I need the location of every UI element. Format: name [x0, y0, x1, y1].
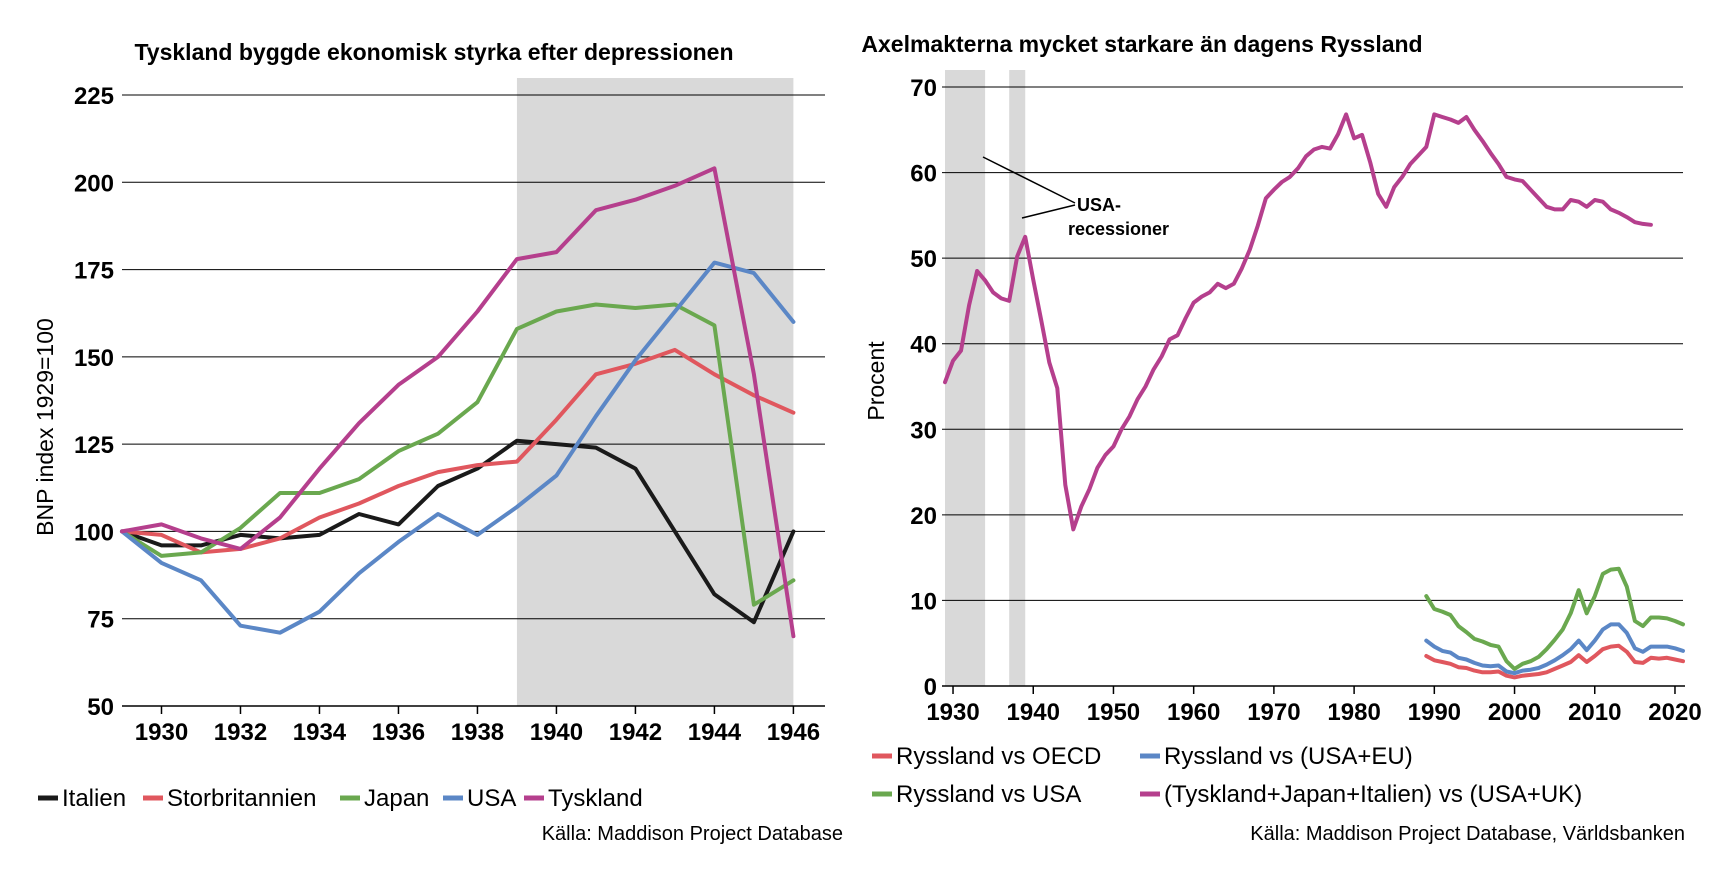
series-line-tyskland-japan-italien-vs-usa-uk: [943, 112, 1653, 532]
right-recession-shading: [945, 70, 1026, 686]
left-chart-title: Tyskland byggde ekonomisk styrka efter d…: [134, 39, 733, 65]
y-tick-label: 10: [910, 588, 937, 615]
y-tick-label: 50: [87, 694, 114, 721]
right-y-tick-labels: 0 10 20 30 40 50 60 70: [910, 75, 937, 701]
legend-label: Italien: [62, 785, 126, 812]
y-tick-label: 50: [910, 246, 937, 273]
x-tick-label: 1938: [451, 719, 504, 746]
y-tick-label: 225: [74, 83, 114, 110]
x-tick-label: 1934: [293, 719, 347, 746]
legend-label: Ryssland vs OECD: [896, 743, 1101, 770]
annotation-text-line1: USA-: [1077, 195, 1121, 215]
series-line-japan: [120, 302, 796, 607]
legend-label: (Tyskland+Japan+Italien) vs (USA+UK): [1164, 781, 1582, 808]
right-series-lines: [943, 112, 1685, 680]
x-tick-label: 1936: [372, 719, 425, 746]
x-tick-label: 1944: [688, 719, 742, 746]
y-tick-label: 30: [910, 417, 937, 444]
right-y-axis-label: Procent: [863, 341, 889, 421]
legend-label: Ryssland vs (USA+EU): [1164, 743, 1413, 770]
x-tick-label: 2010: [1568, 699, 1621, 726]
x-tick-label: 1930: [135, 719, 188, 746]
series-line-tyskland: [120, 166, 796, 639]
series-line-ryssland-vs-oecd: [1424, 643, 1685, 680]
y-tick-label: 20: [910, 503, 937, 530]
annotation-text-line2: recessioner: [1068, 219, 1169, 239]
x-tick-label: 1940: [1007, 699, 1060, 726]
y-tick-label: 125: [74, 432, 114, 459]
y-tick-label: 150: [74, 345, 114, 372]
x-tick-label: 1946: [767, 719, 820, 746]
x-tick-label: 1960: [1167, 699, 1220, 726]
annotation-pointer-1: [982, 156, 1076, 204]
y-tick-label: 100: [74, 519, 114, 546]
x-tick-label: 1932: [214, 719, 267, 746]
left-legend: Italien Storbritannien Japan USA Tyskland: [38, 785, 643, 812]
legend-label: Storbritannien: [167, 785, 316, 812]
y-tick-label: 70: [910, 75, 937, 102]
legend-label: Japan: [364, 785, 429, 812]
recession-band-1: [1009, 70, 1026, 686]
y-tick-label: 200: [74, 170, 114, 197]
legend-label: USA: [467, 785, 516, 812]
left-series-lines: [120, 166, 796, 639]
y-tick-label: 0: [924, 674, 937, 701]
right-x-tick-labels: 1930 1940 1950 1960 1970 1980 1990 2000 2010 2020: [926, 686, 1702, 726]
x-tick-label: 1950: [1087, 699, 1140, 726]
recession-band-0: [945, 70, 986, 686]
left-y-axis-label: BNP index 1929=100: [32, 318, 58, 536]
y-tick-label: 175: [74, 258, 114, 285]
series-line-ryssland-vs-usa-eu: [1424, 622, 1685, 676]
x-tick-label: 1940: [530, 719, 583, 746]
y-tick-label: 40: [910, 332, 937, 359]
left-chart: Tyskland byggde ekonomisk styrka efter d…: [32, 39, 843, 845]
series-line-italien: [120, 438, 796, 625]
right-legend: Ryssland vs OECD Ryssland vs (USA+EU) Ryss…: [872, 743, 1582, 808]
legend-label: Tyskland: [548, 785, 643, 812]
y-tick-label: 60: [910, 161, 937, 188]
x-tick-label: 1930: [926, 699, 979, 726]
right-source: Källa: Maddison Project Database, Världs…: [1250, 823, 1685, 845]
recession-annotation: USA- recessioner: [982, 156, 1169, 239]
series-line-ryssland-vs-usa: [1424, 566, 1685, 671]
series-line-usa: [120, 260, 796, 635]
left-y-tick-labels: 50 75 100 125 150 175 200 225: [74, 83, 114, 721]
x-tick-label: 1942: [609, 719, 662, 746]
left-x-tick-labels: 1930 1932 1934 1936 1938 1940 1942 1944 1946: [135, 706, 820, 746]
y-tick-label: 75: [87, 607, 114, 634]
x-tick-label: 1970: [1247, 699, 1300, 726]
right-chart: Axelmakterna mycket starkare än dagens R…: [861, 31, 1701, 845]
x-tick-label: 2000: [1488, 699, 1541, 726]
right-gridlines: [942, 86, 1683, 601]
left-source: Källa: Maddison Project Database: [542, 823, 843, 845]
right-chart-title: Axelmakterna mycket starkare än dagens R…: [861, 31, 1422, 57]
legend-label: Ryssland vs USA: [896, 781, 1081, 808]
x-tick-label: 1990: [1408, 699, 1461, 726]
annotation-pointer-2: [1021, 204, 1076, 219]
series-line-storbritannien: [120, 347, 796, 555]
x-tick-label: 1980: [1327, 699, 1380, 726]
x-tick-label: 2020: [1648, 699, 1701, 726]
